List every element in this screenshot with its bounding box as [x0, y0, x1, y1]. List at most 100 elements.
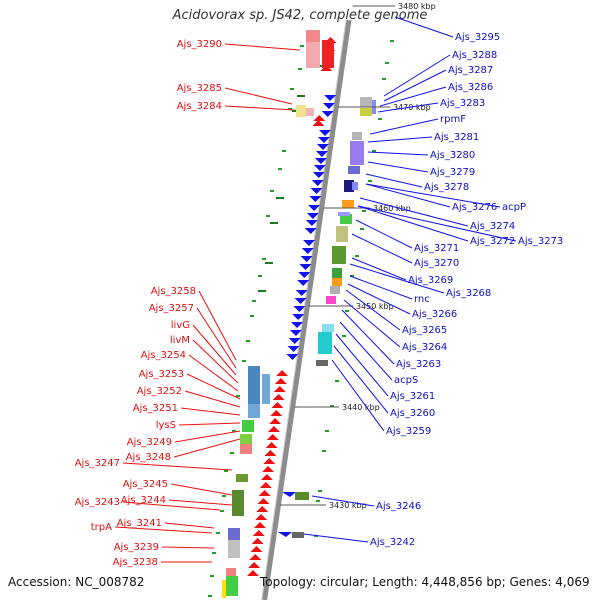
- orf-block: [262, 374, 270, 404]
- right-leader-line: [377, 102, 439, 113]
- reverse-gene-arrow: [294, 298, 307, 304]
- reverse-gene-arrow: [291, 322, 304, 328]
- orf-block: [240, 444, 252, 454]
- orf-block: [228, 540, 240, 558]
- gene-label: Ajs_3248: [126, 452, 171, 463]
- gene-label: acpS: [394, 375, 418, 386]
- gene-label: Ajs_3264: [402, 342, 447, 353]
- right-leader-line: [357, 205, 517, 242]
- reverse-gene-arrow: [289, 330, 302, 336]
- gene-label: Ajs_3251: [133, 403, 178, 414]
- gene-label: Ajs_3243: [75, 497, 120, 508]
- scale-tick-label: 3430 kbp: [329, 501, 367, 510]
- orf-block: [318, 332, 332, 354]
- reverse-gene-arrow: [314, 158, 327, 164]
- gene-label: Ajs_3253: [139, 369, 184, 380]
- right-leader-line: [349, 263, 445, 294]
- gc-dot: [290, 88, 294, 90]
- reverse-gene-arrow: [310, 188, 323, 194]
- orf-block: [338, 212, 350, 216]
- forward-gene-arrow: [264, 450, 277, 456]
- orf-block: [306, 30, 320, 42]
- gc-dot: [362, 210, 366, 212]
- forward-gene-arrow: [312, 120, 325, 126]
- gene-label: rpmF: [440, 114, 466, 125]
- gc-dot: [212, 552, 216, 554]
- gene-label: Ajs_3249: [127, 437, 172, 448]
- gene-label: Ajs_3265: [402, 325, 447, 336]
- gc-dot: [216, 532, 220, 534]
- reverse-gene-arrow: [300, 256, 313, 262]
- orf-block: [306, 108, 314, 116]
- orf-block: [352, 182, 358, 190]
- gene-label: Ajs_3258: [151, 286, 196, 297]
- right-leader-line: [347, 283, 411, 315]
- right-leader-line: [357, 205, 469, 242]
- forward-gene-arrow: [313, 115, 326, 121]
- orf-block: [348, 166, 360, 174]
- gc-dot: [298, 68, 302, 70]
- left-leader-line: [188, 354, 239, 392]
- gc-dot: [345, 310, 349, 312]
- gene-label: rnc: [414, 294, 430, 305]
- accession-text: Accession: NC_008782: [8, 575, 145, 589]
- gc-dot: [278, 168, 282, 170]
- orf-block: [332, 246, 346, 264]
- gc-dot: [322, 450, 326, 452]
- right-leader-line: [333, 345, 389, 414]
- gene-label: Ajs_3288: [452, 50, 497, 61]
- gene-label: Ajs_3261: [390, 391, 435, 402]
- gene-label: Ajs_3252: [137, 386, 182, 397]
- gene-label: Ajs_3242: [370, 537, 415, 548]
- orf-block: [350, 141, 364, 165]
- gc-dot: [330, 405, 334, 407]
- left-leader-line: [198, 290, 237, 361]
- right-leader-line: [345, 289, 401, 331]
- left-leader-line: [180, 407, 241, 416]
- gene-label: Ajs_3239: [114, 542, 159, 553]
- forward-gene-arrow: [248, 562, 261, 568]
- gene-label: Ajs_3286: [448, 82, 493, 93]
- gc-dot: [250, 315, 254, 317]
- right-leader-line: [331, 359, 385, 432]
- orf-block: [292, 532, 304, 538]
- gene-label: Ajs_3279: [430, 167, 475, 178]
- gc-dot: [300, 45, 304, 47]
- right-leader-line: [383, 54, 451, 97]
- gene-label: Ajs_3245: [123, 479, 168, 490]
- forward-gene-arrow: [250, 546, 263, 552]
- reverse-gene-arrow: [312, 172, 325, 178]
- gene-label: Ajs_3268: [446, 288, 491, 299]
- gc-dot: [252, 300, 256, 302]
- forward-gene-arrow: [260, 474, 273, 480]
- right-leader-line: [351, 257, 407, 281]
- summary-text: Topology: circular; Length: 4,448,856 bp…: [260, 575, 590, 589]
- gc-dot: [325, 430, 329, 432]
- reverse-gene-arrow: [309, 196, 322, 202]
- gc-dot: [242, 360, 246, 362]
- reverse-gene-arrow: [305, 220, 318, 226]
- right-leader-line: [359, 197, 469, 227]
- gc-dot: [265, 262, 273, 264]
- orf-block: [242, 420, 254, 432]
- gc-dot: [316, 500, 320, 502]
- gc-dot: [220, 510, 224, 512]
- left-leader-line: [174, 430, 241, 443]
- reverse-gene-arrow: [286, 354, 299, 360]
- forward-gene-arrow: [255, 514, 268, 520]
- left-leader-line: [173, 438, 241, 458]
- reverse-gene-arrow: [315, 151, 328, 157]
- gene-label: Ajs_3271: [414, 243, 459, 254]
- orf-block: [322, 324, 334, 332]
- gc-dot: [246, 340, 250, 342]
- right-leader-line: [394, 16, 454, 38]
- right-leader-line: [367, 136, 433, 143]
- gc-dot: [318, 490, 322, 492]
- left-leader-line: [224, 87, 293, 105]
- orf-block: [322, 40, 334, 68]
- left-leader-line: [186, 373, 241, 400]
- forward-gene-arrow: [251, 538, 264, 544]
- forward-gene-arrow: [256, 506, 269, 512]
- gene-label: Ajs_3274: [470, 221, 515, 232]
- reverse-gene-arrow: [295, 290, 308, 296]
